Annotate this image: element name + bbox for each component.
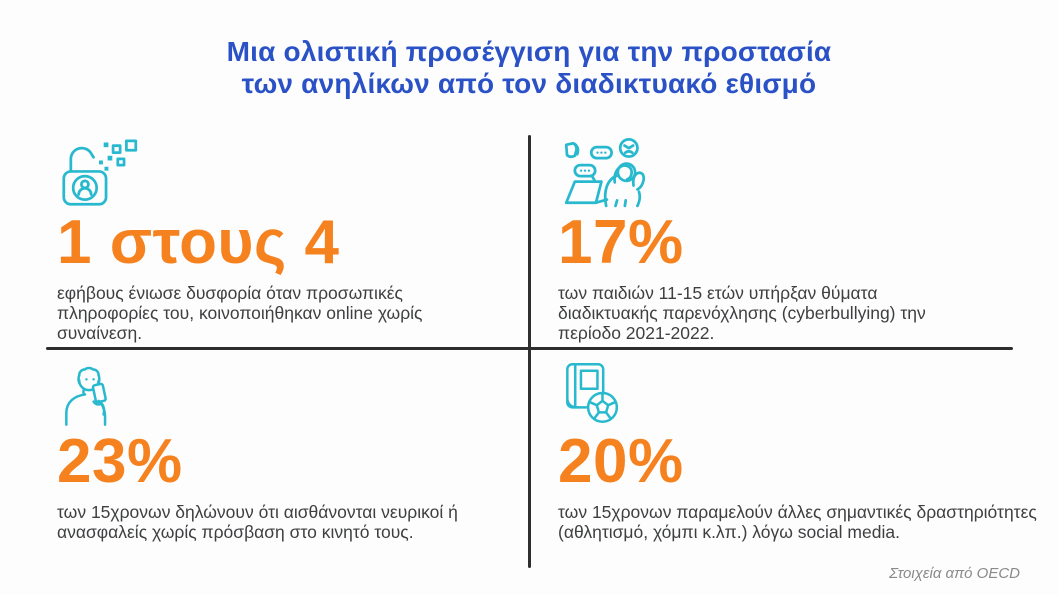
stat-value: 23%	[57, 427, 183, 496]
stat-value: 1 στους 4	[57, 208, 340, 277]
title-line-2: των ανηλίκων από τον διαδικτυακό εθισμό	[241, 68, 817, 100]
stat-card-phone-anxiety: 23% των 15χρονων δηλώνουν ότι αισθάνοντα…	[57, 360, 522, 542]
unlocked-padlock-data-leak-icon	[57, 137, 507, 209]
stat-description: εφήβους ένιωσε δυσφορία όταν προσωπικές …	[57, 283, 423, 344]
vertical-divider	[528, 135, 531, 568]
stat-card-neglected-activities: 20% των 15χρονων παραμελούν άλλες σημαντ…	[558, 360, 1053, 542]
source-credit: Στοιχεία από OECD	[889, 565, 1020, 582]
stat-value: 17%	[558, 208, 684, 277]
stat-value: 20%	[558, 427, 684, 496]
stat-description: των 15χρονων παραμελούν άλλες σημαντικές…	[558, 502, 1037, 543]
title-line-1: Μια ολιστική προσέγγιση για την προστασί…	[226, 36, 832, 67]
stat-card-data-leak: 1 στους 4 εφήβους ένιωσε δυσφορία όταν π…	[57, 137, 507, 343]
stat-description: των παιδιών 11-15 ετών υπήρξαν θύματα δι…	[558, 283, 926, 344]
cyberbullying-victim-icon	[558, 137, 1028, 209]
book-and-football-icon	[558, 360, 1053, 428]
teen-with-phone-icon	[57, 360, 522, 428]
page-title: Μια ολιστική προσέγγιση για την προστασί…	[0, 36, 1058, 101]
stat-description: των 15χρονων δηλώνουν ότι αισθάνονται νε…	[57, 502, 458, 543]
stat-card-cyberbullying: 17% των παιδιών 11-15 ετών υπήρξαν θύματ…	[558, 137, 1028, 343]
